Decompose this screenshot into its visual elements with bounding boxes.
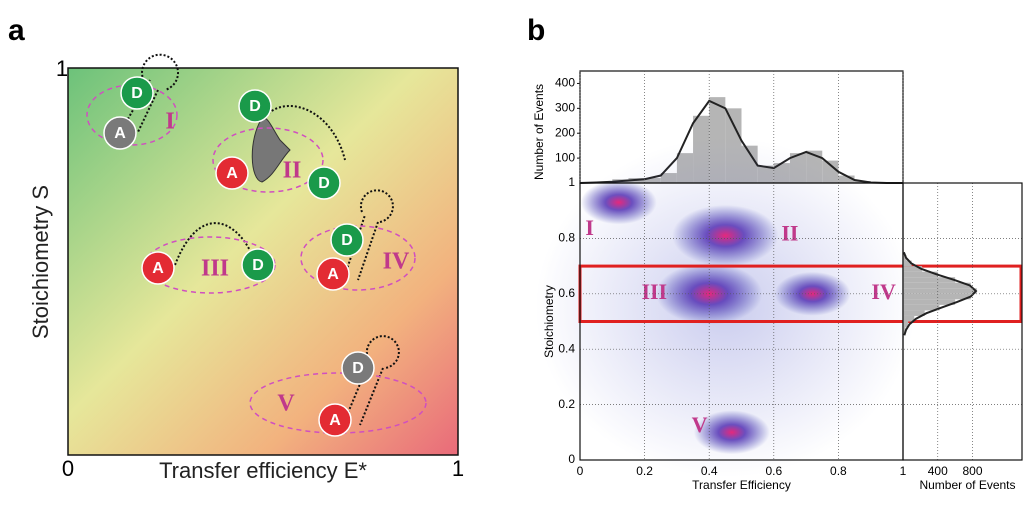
histogram-bar bbox=[903, 299, 955, 305]
y-tick-label: 1 bbox=[568, 175, 575, 189]
y-tick-label: 400 bbox=[555, 76, 575, 90]
histogram-bar bbox=[903, 288, 977, 294]
panel-a: 1 0 1 Transfer efficiency E* Stoichiomet… bbox=[28, 55, 464, 483]
x-axis-label: Number of Events bbox=[919, 478, 1015, 492]
dye-label: D bbox=[131, 85, 143, 102]
dye-label: D bbox=[352, 360, 364, 377]
x-tick-label: 400 bbox=[928, 464, 948, 478]
density-cluster bbox=[672, 205, 778, 267]
population-label: V bbox=[277, 391, 295, 417]
y-tick-label: 200 bbox=[555, 125, 575, 139]
x-tick-label: 1 bbox=[900, 464, 907, 478]
dye-label: D bbox=[341, 232, 353, 249]
dye-label: A bbox=[329, 412, 341, 429]
y-tick-label: 0.2 bbox=[558, 397, 575, 411]
dye-label: A bbox=[226, 165, 238, 182]
x-tick-label: 0.2 bbox=[636, 464, 653, 478]
y-axis-label: Number of Events bbox=[532, 84, 546, 180]
dye-label: A bbox=[152, 260, 164, 277]
population-label: V bbox=[692, 412, 708, 437]
y-max-label: 1 bbox=[56, 56, 68, 81]
dye-label: D bbox=[249, 98, 261, 115]
dye-label: D bbox=[318, 175, 330, 192]
population-label: I bbox=[165, 109, 174, 135]
x-axis-label: Transfer Efficiency bbox=[692, 478, 791, 492]
y-axis-label: Stoichiometry bbox=[542, 285, 556, 358]
population-label: III bbox=[201, 256, 229, 282]
y-tick-label: 0.6 bbox=[558, 286, 575, 300]
x-tick-label: 0.6 bbox=[765, 464, 782, 478]
histogram-bar bbox=[903, 294, 971, 300]
population-label: III bbox=[641, 279, 667, 304]
density-cluster bbox=[775, 272, 851, 316]
dye-label: A bbox=[114, 125, 126, 142]
population-label: I bbox=[585, 215, 594, 240]
dye-label: A bbox=[327, 266, 339, 283]
x-tick-label: 800 bbox=[962, 464, 982, 478]
y-tick-label: 300 bbox=[555, 101, 575, 115]
y-axis-label: Stoichiometry S bbox=[28, 185, 53, 339]
population-label: IV bbox=[871, 279, 896, 304]
x-tick-label: 0.8 bbox=[830, 464, 847, 478]
population-label: II bbox=[283, 158, 302, 184]
origin-label: 0 bbox=[62, 456, 74, 481]
y-tick-label: 100 bbox=[555, 150, 575, 164]
y-tick-label: 0.4 bbox=[558, 341, 575, 355]
population-label: II bbox=[781, 221, 798, 246]
panel-label: a bbox=[8, 14, 25, 47]
y-tick-label: 0 bbox=[568, 452, 575, 466]
x-max-label: 1 bbox=[452, 456, 464, 481]
population-label: IV bbox=[383, 249, 410, 275]
x-tick-label: 0 bbox=[577, 464, 584, 478]
histogram-bar bbox=[903, 283, 971, 289]
dye-label: D bbox=[252, 257, 264, 274]
panel-label: b bbox=[527, 14, 545, 47]
y-tick-label: 0.8 bbox=[558, 231, 575, 245]
x-axis-label: Transfer efficiency E* bbox=[159, 458, 367, 483]
x-tick-label: 0.4 bbox=[701, 464, 718, 478]
